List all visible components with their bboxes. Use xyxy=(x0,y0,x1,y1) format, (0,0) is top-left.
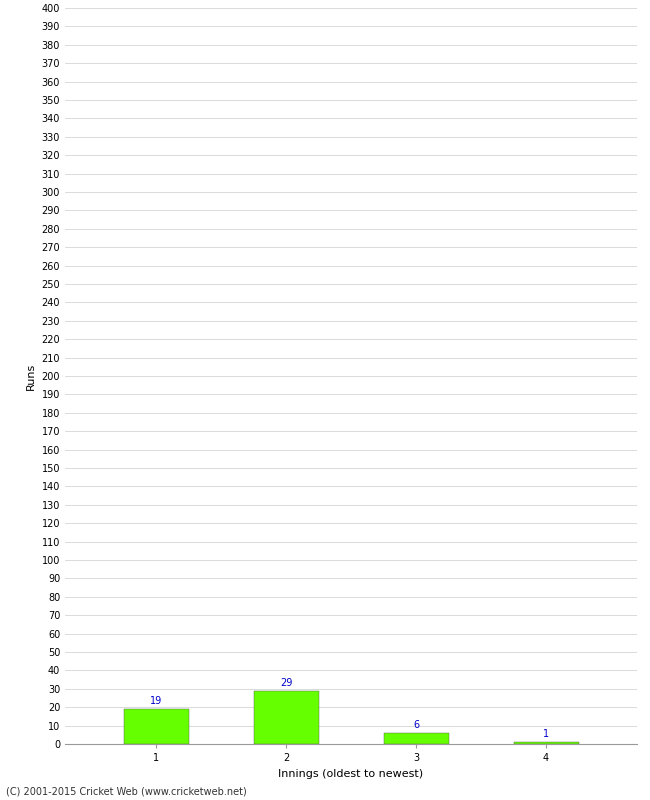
Bar xyxy=(124,709,188,744)
Y-axis label: Runs: Runs xyxy=(26,362,36,390)
Bar xyxy=(384,733,448,744)
Text: 19: 19 xyxy=(150,696,162,706)
X-axis label: Innings (oldest to newest): Innings (oldest to newest) xyxy=(278,769,424,778)
Text: (C) 2001-2015 Cricket Web (www.cricketweb.net): (C) 2001-2015 Cricket Web (www.cricketwe… xyxy=(6,786,247,796)
Text: 6: 6 xyxy=(413,720,419,730)
Text: 29: 29 xyxy=(280,678,292,688)
Bar xyxy=(254,690,318,744)
Text: 1: 1 xyxy=(543,730,549,739)
Bar xyxy=(514,742,578,744)
